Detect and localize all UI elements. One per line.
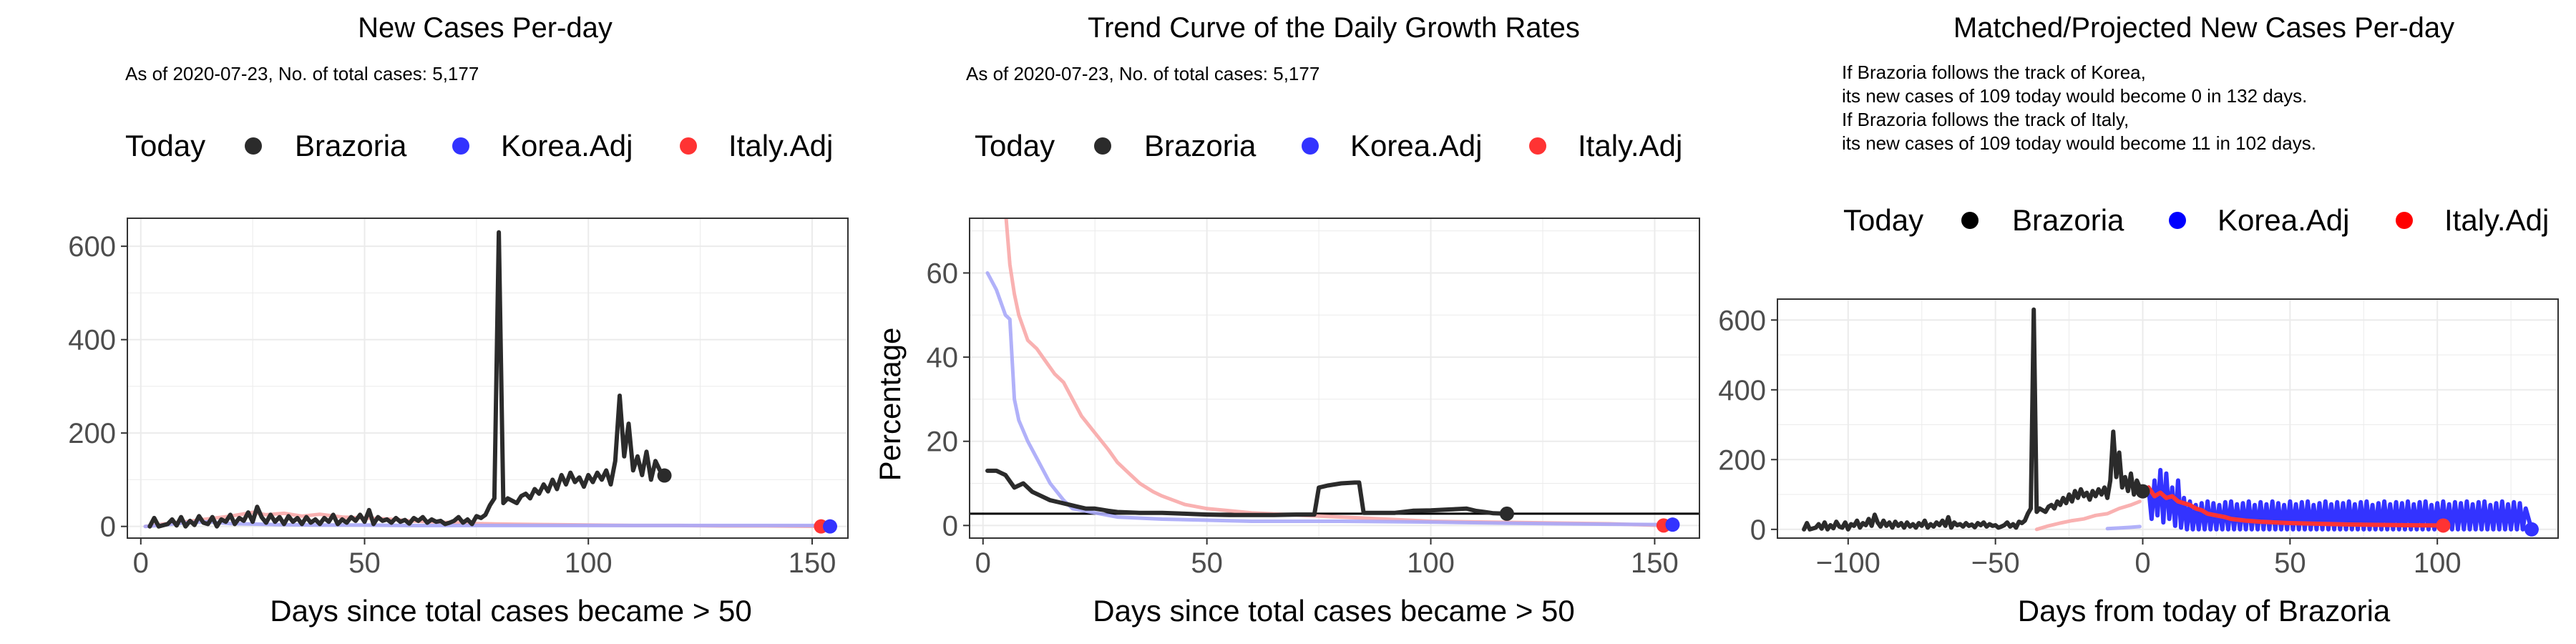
series-line-italy-adj-past [2034,499,2142,532]
series-line-korea-adj-projected [2140,467,2534,532]
legend-key-korea [452,137,469,155]
legend-title: Today [1843,203,1923,237]
panel-1-subtitle: As of 2020-07-23, No. of total cases: 5,… [125,63,479,84]
panel-1-plot: 0 50 100 150 0 200 400 600 [68,218,849,579]
x-tick-label: −50 [1971,547,2020,579]
x-tick-label: −100 [1816,547,1880,579]
panel-2-subtitle: As of 2020-07-23, No. of total cases: 5,… [966,63,1319,84]
y-tick-label: 0 [1750,514,1766,546]
x-tick-label: 100 [2414,547,2462,579]
x-tick-label: 50 [1191,547,1223,579]
panel-1-x-axis-title: Days since total cases became > 50 [270,594,752,628]
y-tick-label: 40 [927,342,959,374]
y-tick-label: 400 [68,325,116,356]
series-line-italy-adj-projected [2140,485,2446,528]
legend-label-brazoria: Brazoria [2012,203,2124,237]
series-group [143,230,832,529]
panel-3-title: Matched/Projected New Cases Per-day [1953,12,2454,44]
legend-key-brazoria [1961,212,1979,229]
panel-2-header: Trend Curve of the Daily Growth Rates As… [966,12,1682,162]
panel-3-subtitle-line-4: its new cases of 109 today would become … [1842,132,2316,154]
panel-3-header: Matched/Projected New Cases Per-day If B… [1842,12,2549,237]
x-tick-label: 50 [2274,547,2306,579]
panel-border [1777,298,2559,539]
legend-label-italy: Italy.Adj [728,129,833,162]
y-tick-label: 60 [927,258,959,289]
x-tick-label: 150 [789,547,836,579]
today-point-italy-adj [2436,518,2451,533]
panel-border [969,218,1700,539]
panel-1-legend: Today Brazoria Korea.Adj Italy.Adj [125,129,833,162]
x-tick-label: 100 [1407,547,1455,579]
legend-key-italy [1529,137,1546,155]
panel-3-subtitle-line-1: If Brazoria follows the track of Korea, [1842,62,2146,83]
x-tick-label: 100 [565,547,613,579]
panel-border [127,218,849,539]
x-tick-label: 0 [975,547,991,579]
legend-label-korea: Korea.Adj [2218,203,2349,237]
series-group [985,218,1674,527]
series-group [1802,307,2534,532]
x-tick-label: 0 [133,547,149,579]
y-tick-label: 0 [942,510,958,542]
panel-3-x-axis-title: Days from today of Brazoria [2018,594,2391,628]
today-point-brazoria [657,468,672,483]
x-tick-label: 50 [348,547,381,579]
legend-label-korea: Korea.Adj [501,129,633,162]
y-tick-label: 400 [1718,375,1766,406]
series-line-brazoria [985,468,1509,517]
panel-2-title: Trend Curve of the Daily Growth Rates [1088,12,1580,44]
today-point-korea-adj [2524,522,2539,537]
x-tick-label: 0 [2135,547,2150,579]
panel-2-plot: 0 50 100 150 0 20 40 60 [927,218,1700,579]
legend-label-italy: Italy.Adj [2444,203,2549,237]
y-tick-label: 200 [68,418,116,449]
panel-3-subtitle-line-2: its new cases of 109 today would become … [1842,85,2307,107]
legend-label-brazoria: Brazoria [1144,129,1257,162]
legend-label-italy: Italy.Adj [1578,129,1682,162]
today-point-brazoria [1499,506,1514,521]
legend-key-korea [2169,212,2186,229]
panel-2-legend: Today Brazoria Korea.Adj Italy.Adj [975,129,1682,162]
grid [1777,299,2558,538]
legend-key-brazoria [1094,137,1111,155]
legend-key-italy [680,137,697,155]
y-tick-label: 600 [68,231,116,263]
panel-3-plot: −100 −50 0 50 100 0 200 400 600 [1718,298,2559,579]
panel-2-x-axis-title: Days since total cases became > 50 [1093,594,1575,628]
panel-1-header: New Cases Per-day As of 2020-07-23, No. … [125,12,833,162]
panel-3-legend: Today Brazoria Korea.Adj Italy.Adj [1843,203,2549,237]
today-point-korea-adj [1665,517,1680,532]
legend-title: Today [125,129,205,162]
panel-1-title: New Cases Per-day [358,12,613,44]
y-tick-label: 200 [1718,444,1766,476]
legend-title: Today [975,129,1055,162]
series-line-brazoria [147,230,667,529]
series-line-korea-adj-past [2105,525,2142,531]
panel-2-y-axis-title: Percentage [873,328,907,482]
y-tick-label: 20 [927,426,959,458]
legend-key-italy [2396,212,2413,229]
panel-3-subtitle-line-3: If Brazoria follows the track of Italy, [1842,109,2129,130]
legend-label-korea: Korea.Adj [1350,129,1482,162]
y-tick-label: 0 [100,512,116,543]
legend-key-korea [1302,137,1319,155]
today-point-brazoria [2135,484,2150,499]
legend-label-brazoria: Brazoria [295,129,407,162]
today-point-korea-adj [822,519,837,534]
y-tick-label: 600 [1718,305,1766,336]
series-line-italy-adj [1004,218,1666,527]
series-line-brazoria [1802,307,2145,532]
legend-key-brazoria [245,137,262,155]
x-tick-label: 150 [1631,547,1679,579]
